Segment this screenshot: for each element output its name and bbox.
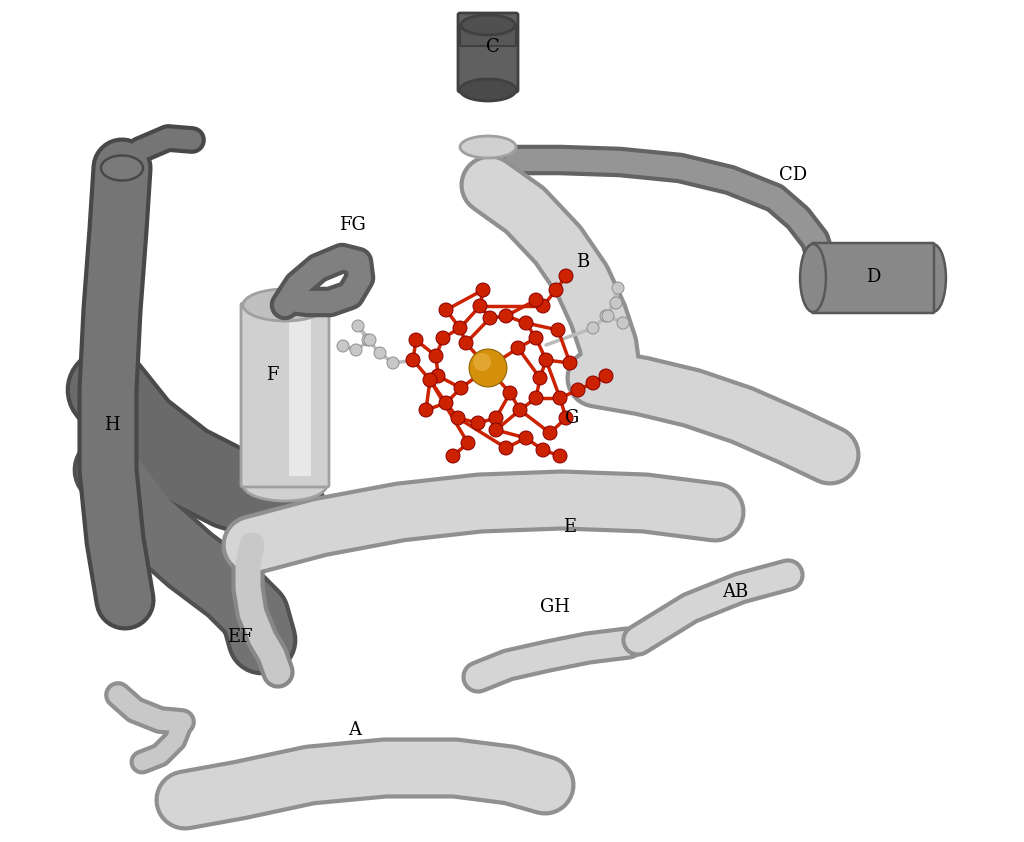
Circle shape (543, 426, 557, 440)
Circle shape (599, 369, 613, 383)
Circle shape (519, 431, 534, 445)
Text: FG: FG (339, 216, 366, 234)
Circle shape (453, 321, 467, 335)
Circle shape (536, 443, 550, 457)
Circle shape (539, 353, 553, 367)
Circle shape (519, 316, 534, 330)
Circle shape (451, 411, 465, 425)
Circle shape (352, 320, 364, 332)
Circle shape (600, 310, 612, 322)
FancyBboxPatch shape (289, 314, 311, 476)
Text: EF: EF (227, 628, 253, 646)
Circle shape (534, 371, 547, 385)
Circle shape (536, 299, 550, 313)
Circle shape (337, 340, 349, 352)
Ellipse shape (243, 289, 327, 321)
Circle shape (423, 373, 437, 387)
Ellipse shape (101, 156, 143, 180)
Circle shape (406, 353, 420, 367)
Circle shape (617, 317, 629, 329)
Text: H: H (104, 416, 120, 434)
Circle shape (446, 449, 460, 463)
Circle shape (364, 334, 376, 346)
Text: D: D (866, 268, 881, 286)
FancyBboxPatch shape (458, 13, 518, 92)
Circle shape (612, 282, 624, 294)
Circle shape (459, 336, 473, 350)
Circle shape (529, 331, 543, 345)
Circle shape (499, 441, 513, 455)
Circle shape (350, 344, 362, 356)
Text: E: E (563, 518, 577, 536)
Circle shape (439, 303, 453, 317)
Circle shape (513, 403, 527, 417)
Circle shape (587, 322, 599, 334)
Circle shape (374, 347, 386, 359)
Circle shape (473, 353, 490, 371)
Ellipse shape (461, 15, 515, 35)
Circle shape (489, 411, 503, 425)
Circle shape (529, 293, 543, 307)
Circle shape (439, 396, 453, 410)
Circle shape (476, 283, 490, 297)
Circle shape (553, 449, 567, 463)
Circle shape (419, 403, 433, 417)
Text: F: F (266, 366, 279, 384)
Ellipse shape (460, 136, 516, 158)
Ellipse shape (460, 79, 516, 101)
Circle shape (563, 356, 577, 370)
Text: CD: CD (779, 166, 807, 184)
Circle shape (529, 391, 543, 405)
Circle shape (483, 311, 497, 325)
Circle shape (454, 381, 468, 395)
Circle shape (571, 383, 585, 397)
Circle shape (431, 369, 445, 383)
Text: G: G (565, 409, 580, 427)
FancyBboxPatch shape (812, 243, 934, 313)
FancyBboxPatch shape (241, 303, 329, 487)
Ellipse shape (921, 244, 946, 312)
Circle shape (586, 376, 600, 390)
Circle shape (489, 423, 503, 437)
Circle shape (511, 341, 525, 355)
Text: B: B (577, 253, 590, 271)
Circle shape (551, 323, 565, 337)
Circle shape (387, 357, 399, 369)
Circle shape (602, 310, 614, 322)
Circle shape (471, 416, 485, 430)
Text: A: A (348, 721, 361, 739)
Circle shape (436, 331, 450, 345)
Circle shape (409, 333, 423, 347)
Circle shape (549, 283, 563, 297)
Circle shape (503, 386, 517, 400)
Text: GH: GH (540, 598, 570, 616)
Circle shape (499, 309, 513, 323)
Circle shape (553, 391, 567, 405)
Circle shape (473, 299, 487, 313)
Circle shape (559, 269, 573, 283)
Circle shape (610, 297, 622, 309)
Circle shape (469, 349, 507, 387)
Circle shape (559, 411, 573, 425)
Circle shape (461, 436, 475, 450)
Circle shape (362, 334, 374, 346)
Ellipse shape (243, 469, 327, 501)
Ellipse shape (800, 244, 826, 312)
Text: C: C (486, 38, 500, 56)
Circle shape (429, 349, 443, 363)
FancyBboxPatch shape (460, 24, 516, 46)
Text: AB: AB (722, 583, 749, 601)
